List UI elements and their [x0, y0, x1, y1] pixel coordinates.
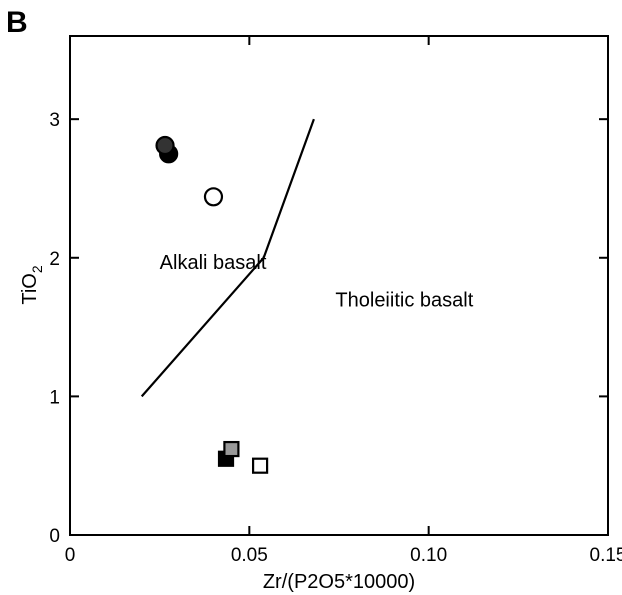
y-tick-label: 3	[49, 110, 60, 131]
plot-frame	[69, 35, 609, 536]
x-tick-label: 0.10	[410, 545, 447, 566]
region-labels: Alkali basalt Tholeiitic basalt	[160, 252, 474, 311]
y-axis-label-subscript: 2	[29, 265, 45, 273]
region-label: Tholeiitic basalt	[335, 289, 473, 311]
data-points	[155, 135, 269, 474]
y-tick-label: 0	[49, 526, 60, 547]
point-square	[251, 457, 269, 474]
x-tick-label: 0.15	[590, 545, 622, 566]
y-axis-label: TiO2	[19, 265, 45, 304]
x-axis-label: Zr/(P2O5*10000)	[263, 571, 415, 593]
x-tick-label: 0.05	[231, 545, 268, 566]
y-axis-label-main: TiO	[19, 273, 41, 304]
panel-label: B	[6, 6, 28, 39]
boundary-line	[140, 118, 315, 398]
region-label: Alkali basalt	[160, 252, 267, 274]
point-circle	[203, 187, 224, 207]
point-square	[223, 440, 240, 458]
x-tick-label: 0	[65, 545, 76, 566]
axis-ticks	[69, 36, 609, 536]
tick-labels: 0 0.05 0.10 0.15 0 1 2 3	[49, 110, 622, 566]
y-tick-label: 2	[49, 249, 60, 270]
point-circle	[155, 135, 175, 156]
y-tick-label: 1	[49, 387, 60, 408]
